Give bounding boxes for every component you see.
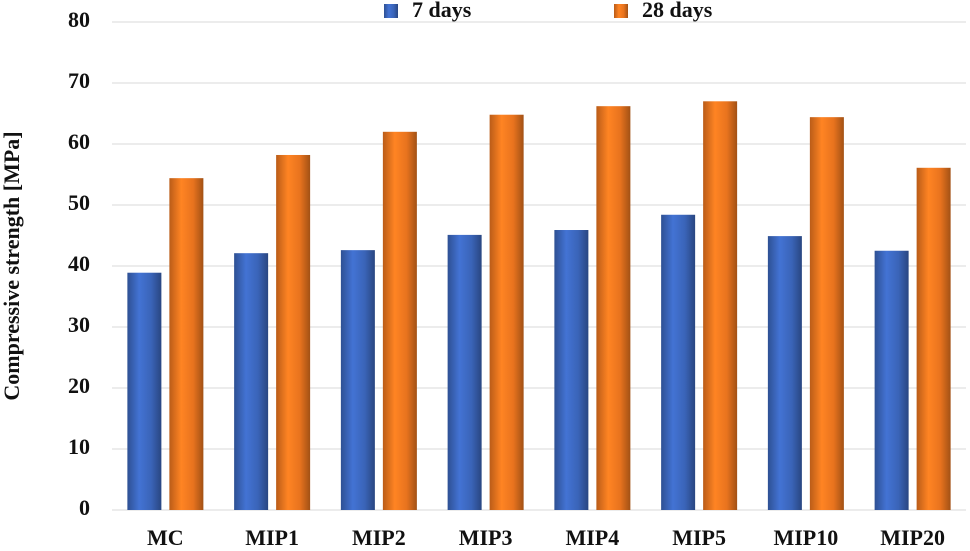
x-tick-label: MIP2 <box>352 525 406 550</box>
y-axis-title: Compressive strength [MPa] <box>0 131 24 400</box>
y-tick-label: 30 <box>68 312 90 337</box>
y-tick-label: 40 <box>68 251 90 276</box>
y-tick-label: 60 <box>68 129 90 154</box>
bar <box>916 167 951 511</box>
bar <box>169 178 204 510</box>
bar <box>874 250 909 510</box>
bar <box>703 101 738 511</box>
bar <box>127 272 162 510</box>
y-tick-label: 0 <box>79 495 90 520</box>
bar <box>767 236 802 511</box>
x-tick-label: MIP1 <box>245 525 299 550</box>
x-tick-label: MIP3 <box>459 525 513 550</box>
bar <box>809 117 844 510</box>
y-tick-label: 80 <box>68 7 90 32</box>
bar <box>276 154 311 511</box>
x-tick-label: MC <box>147 525 184 550</box>
bar <box>340 250 375 510</box>
bar <box>234 253 269 510</box>
y-tick-label: 50 <box>68 190 90 215</box>
y-tick-label: 10 <box>68 434 90 459</box>
legend-label: 28 days <box>642 0 713 22</box>
x-tick-label: MIP10 <box>773 525 838 550</box>
y-tick-label: 20 <box>68 373 90 398</box>
y-tick-label: 70 <box>68 68 90 93</box>
x-tick-label: MIP4 <box>565 525 619 550</box>
legend-swatch <box>614 4 628 18</box>
legend-swatch <box>384 4 398 18</box>
bar <box>489 114 524 510</box>
bar <box>596 106 631 511</box>
x-tick-label: MIP20 <box>880 525 945 550</box>
bar <box>661 214 696 510</box>
x-tick-label: MIP5 <box>672 525 726 550</box>
bar <box>447 234 482 510</box>
bar <box>382 131 417 511</box>
bar <box>554 230 589 510</box>
legend-label: 7 days <box>412 0 472 22</box>
